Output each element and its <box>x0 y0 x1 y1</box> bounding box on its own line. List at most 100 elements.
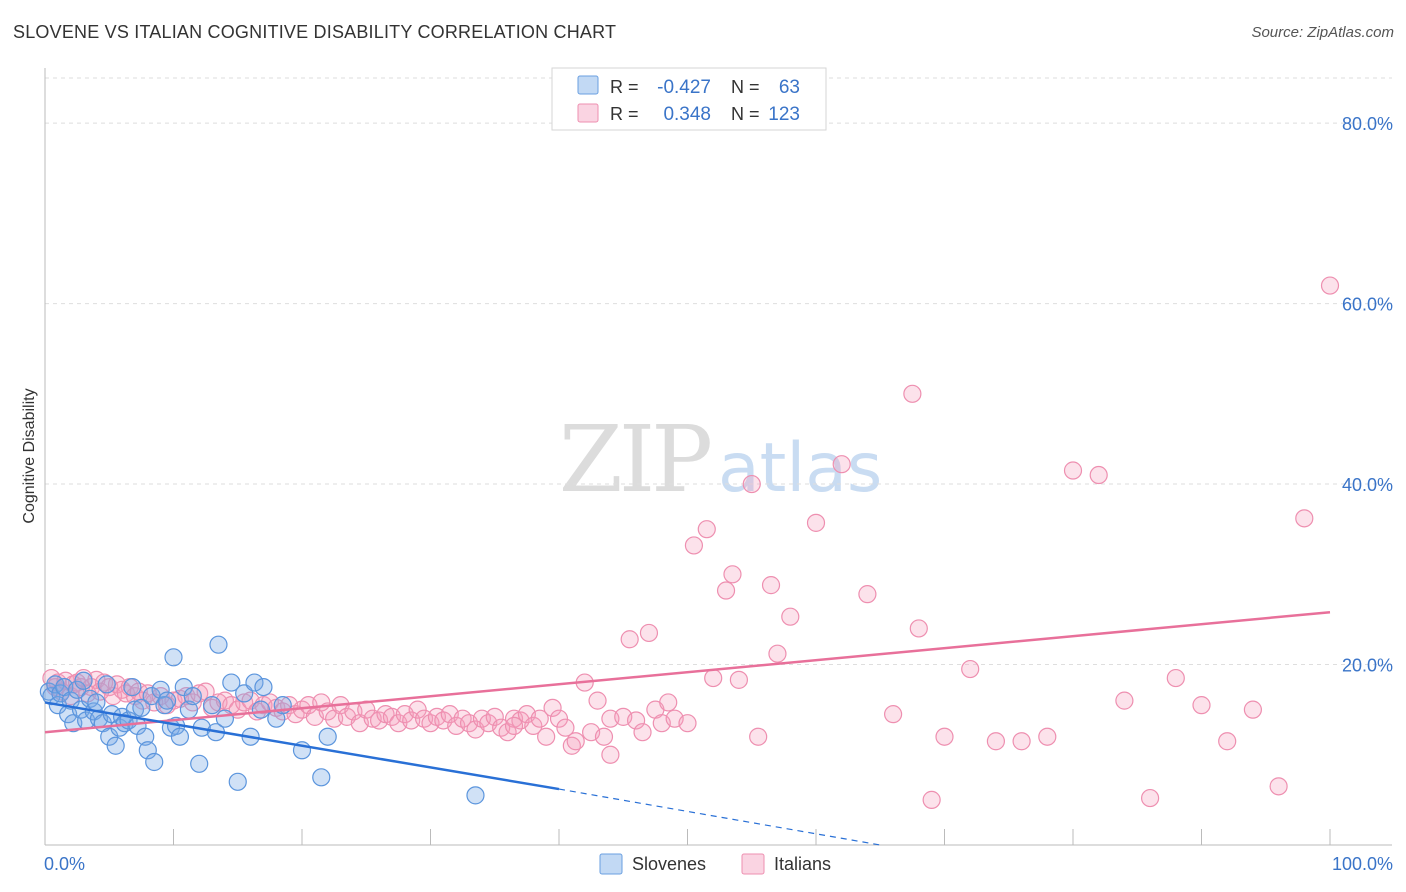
italians-point <box>697 520 716 539</box>
italians-point <box>684 536 704 555</box>
slovenes-point <box>123 677 142 697</box>
legend-r-label-2: R = <box>610 104 639 124</box>
italians-point <box>1089 465 1108 485</box>
legend-pink-swatch <box>577 103 599 123</box>
series-legend: Slovenes Italians <box>599 853 831 875</box>
italians-point <box>806 513 826 532</box>
x-tick-labels: 0.0% 100.0% <box>44 854 1393 874</box>
legend-r-value-2: 0.348 <box>663 104 711 125</box>
italians-point <box>543 698 562 717</box>
legend-n-label-2: N = <box>731 104 760 124</box>
grid-lines <box>45 77 1392 666</box>
italians-point <box>716 581 736 600</box>
x-tick-label-end: 100.0% <box>1332 854 1393 874</box>
legend-slovenes-label: Slovenes <box>632 854 706 874</box>
legend-n-label-1: N = <box>731 77 760 97</box>
legend-n-value-2: 123 <box>768 104 800 125</box>
y-tick-labels: 20.0% 40.0% 60.0% 80.0% <box>1342 114 1393 675</box>
slovenes-point <box>87 693 106 712</box>
slovenes-point <box>209 635 228 654</box>
slovenes-point <box>466 786 485 805</box>
italians-points <box>42 276 1340 809</box>
trend-lines <box>44 610 1331 846</box>
italians-point <box>556 718 575 737</box>
italians-point <box>566 732 585 751</box>
italians-point <box>408 700 427 719</box>
y-tick-label: 20.0% <box>1342 656 1393 676</box>
x-tick-label-start: 0.0% <box>44 854 85 874</box>
italians-point <box>1115 691 1134 710</box>
italians-point <box>620 630 639 649</box>
legend-r-value-1: -0.427 <box>657 77 711 98</box>
italians-point <box>1243 700 1263 719</box>
slovenes-point <box>228 772 247 791</box>
italians-point <box>530 709 549 728</box>
slovenes-point <box>202 696 222 715</box>
watermark-atlas: atlas <box>718 429 882 508</box>
axes <box>44 68 1392 846</box>
slovenes-point <box>312 768 331 787</box>
italians-point <box>883 705 903 724</box>
chart-title: SLOVENE VS ITALIAN COGNITIVE DISABILITY … <box>13 22 617 42</box>
italians-point <box>633 723 652 742</box>
slovenes-point <box>68 680 87 699</box>
slovenes-point <box>245 673 264 692</box>
italians-point <box>1140 788 1160 808</box>
source-label: Source: ZipAtlas.com <box>1251 24 1394 41</box>
slovenes-point <box>222 673 241 692</box>
slovenes-point <box>132 698 151 717</box>
italians-point <box>659 693 678 712</box>
slovenes-point <box>74 671 93 690</box>
slovenes-point <box>164 648 183 667</box>
italians-point <box>761 576 781 595</box>
italians-point <box>1295 509 1314 528</box>
italians-point <box>922 790 941 809</box>
italians-point <box>986 732 1006 751</box>
slovenes-point <box>100 727 119 746</box>
slovenes-point <box>183 687 202 706</box>
slovenes-point <box>106 736 125 755</box>
slovenes-trend-line <box>44 701 560 791</box>
italians-point <box>588 691 607 710</box>
italians-point <box>524 716 543 735</box>
italians-point <box>549 709 569 728</box>
italians-point <box>537 727 556 746</box>
italians-point <box>723 565 742 584</box>
slovenes-trend-extension <box>558 788 881 846</box>
slovenes-point <box>318 727 337 746</box>
legend-italians-swatch <box>741 853 765 875</box>
y-tick-label: 80.0% <box>1342 114 1393 134</box>
slovenes-point <box>254 677 273 697</box>
slovenes-point <box>97 675 116 694</box>
italians-point <box>768 644 787 663</box>
italians-point <box>678 714 697 733</box>
stats-legend: R = -0.427 N = 63 R = 0.348 N = 123 <box>551 67 827 131</box>
italians-point <box>1192 696 1211 715</box>
legend-blue-swatch <box>577 75 599 95</box>
slovenes-point <box>151 680 170 699</box>
italians-point <box>749 727 768 746</box>
y-axis-label: Cognitive Disability <box>21 388 38 523</box>
slovenes-point <box>251 700 270 719</box>
italians-point <box>729 670 749 689</box>
legend-r-label-1: R = <box>610 77 639 97</box>
italians-point <box>781 607 800 626</box>
italians-point <box>1269 777 1288 796</box>
slovenes-point <box>157 691 177 710</box>
italians-point <box>594 727 614 746</box>
italians-point <box>832 455 851 474</box>
slovenes-point <box>145 752 164 772</box>
legend-n-value-1: 63 <box>779 77 800 98</box>
legend-italians-label: Italians <box>774 854 831 874</box>
slovenes-point <box>170 727 190 746</box>
italians-point <box>601 745 620 764</box>
y-tick-label: 60.0% <box>1342 295 1393 315</box>
italians-trend-line <box>44 610 1331 734</box>
italians-point <box>1320 276 1340 295</box>
italians-point <box>742 474 761 494</box>
italians-point <box>903 384 922 403</box>
italians-point <box>909 619 928 638</box>
italians-point <box>1166 668 1185 688</box>
slovenes-point <box>215 709 234 728</box>
